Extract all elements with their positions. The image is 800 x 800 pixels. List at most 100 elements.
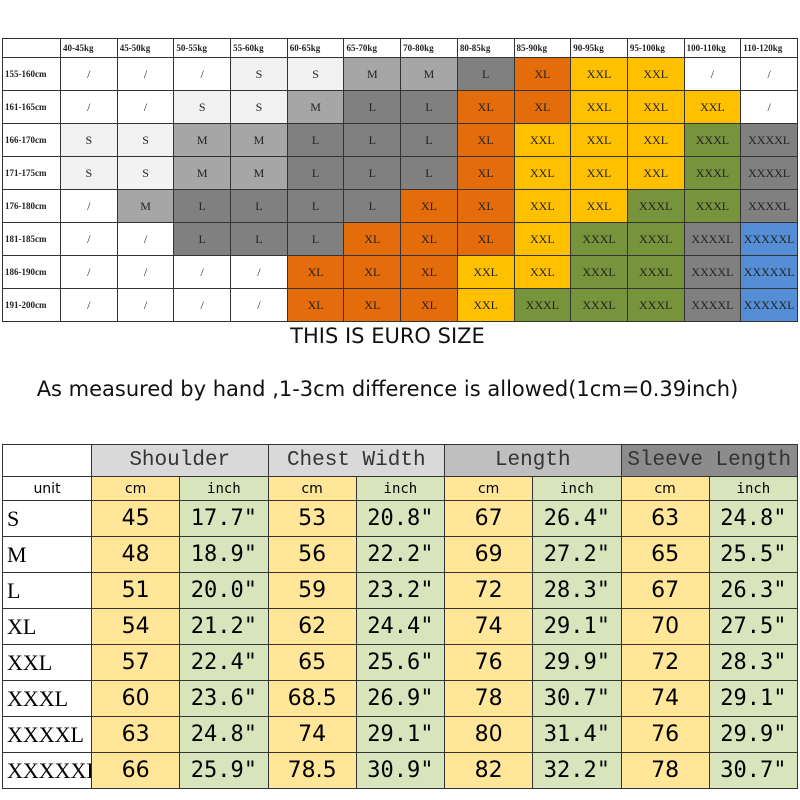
measure-header: Sleeve Length (620, 444, 798, 477)
note-measure: As measured by hand ,1-3cm difference is… (36, 377, 739, 401)
size-cell: M (173, 123, 232, 157)
size-cell: / (173, 255, 232, 289)
measure-cell: 29.1" (532, 608, 622, 645)
size-cell: XL (513, 90, 572, 124)
size-cell: XXXL (570, 255, 628, 289)
size-row: 191-200cm / / / / XL XL XL XXL XXXL XXXL XXXL XXXXL X… (2, 288, 798, 322)
height-label: 181-185cm (2, 222, 61, 256)
measure-cell: 27.5" (708, 608, 799, 645)
size-row: 166-170cm S S M M L L L XL XXL XXL XXL XXXL XXXXL (2, 123, 798, 157)
size-cell: L (400, 156, 458, 190)
size-cell: S (116, 123, 175, 157)
size-cell: XXL (626, 123, 685, 157)
measure-cell: 28.3" (532, 572, 622, 609)
size-cell: XL (343, 288, 402, 322)
size-cell: XXL (570, 90, 628, 124)
size-cell: XXL (513, 156, 572, 190)
size-cell: / (740, 57, 798, 91)
measure-cell: 72 (620, 644, 710, 681)
size-cell: XXL (570, 123, 628, 157)
size-label: XL (2, 608, 92, 645)
size-cell: L (343, 90, 402, 124)
size-label: XXXXXL (2, 752, 92, 789)
measure-cell: 28.3" (708, 644, 799, 681)
unit-cell: cm (620, 476, 710, 501)
weight-header: 55-60kg (230, 38, 288, 58)
size-label: L (2, 572, 92, 609)
size-cell: XXXXL (683, 255, 742, 289)
size-cell: / (60, 90, 118, 124)
measure-row: XXXXXL 66 25.9" 78.5 30.9" 82 32.2" 78 30.7" (2, 752, 799, 789)
measure-cell: 30.7" (532, 680, 622, 717)
header-row: 40-45kg 45-50kg 50-55kg 55-60kg 60-65kg 65-70… (2, 38, 798, 58)
measure-cell: 54 (90, 608, 181, 645)
measure-cell: 56 (267, 536, 357, 573)
size-row: 176-180cm / M L L L L XL XL XXL XXL XXXL XXXL XXXXL (2, 189, 798, 223)
size-cell: XXXXXL (740, 255, 798, 289)
size-cell: M (343, 57, 402, 91)
size-cell: L (400, 90, 458, 124)
size-cell: XXXXL (740, 123, 798, 157)
weight-header: 110-120kg (740, 38, 798, 58)
measure-cell: 26.9" (355, 680, 446, 717)
size-cell: L (286, 189, 345, 223)
measure-cell: 76 (620, 716, 710, 753)
size-cell: / (116, 90, 175, 124)
measure-cell: 48 (90, 536, 181, 573)
measure-cell: 24.8" (708, 500, 799, 537)
measure-cell: 22.4" (179, 644, 269, 681)
unit-label: unit (2, 476, 92, 501)
measure-cell: 53 (267, 500, 357, 537)
corner-cell (2, 38, 61, 58)
size-label: XXXL (2, 680, 92, 717)
size-cell: XXXL (626, 255, 685, 289)
size-row: 161-165cm / / S S M L L XL XL XXL XXL XXL / (2, 90, 798, 124)
size-cell: XXXL (626, 189, 685, 223)
measure-header: Shoulder (91, 444, 269, 477)
height-label: 191-200cm (2, 288, 61, 322)
size-label: M (2, 536, 92, 573)
size-cell: XXXXL (740, 156, 798, 190)
size-cell: / (60, 222, 118, 256)
size-cell: L (400, 123, 458, 157)
measure-cell: 17.7" (179, 500, 269, 537)
size-cell: S (116, 156, 175, 190)
size-cell: XXL (513, 189, 572, 223)
measure-cell: 32.2" (532, 752, 622, 789)
size-cell: / (683, 57, 742, 91)
measure-cell: 21.2" (179, 608, 269, 645)
unit-row: unit cm inch cm inch cm inch cm inch (2, 476, 799, 501)
size-cell: XXL (570, 156, 628, 190)
measure-row: L 51 20.0" 59 23.2" 72 28.3" 67 26.3" (2, 572, 799, 609)
height-label: 171-175cm (2, 156, 61, 190)
measure-row: XXL 57 22.4" 65 25.6" 76 29.9" 72 28.3" (2, 644, 799, 681)
measure-row: M 48 18.9" 56 22.2" 69 27.2" 65 25.5" (2, 536, 799, 573)
measure-cell: 25.9" (179, 752, 269, 789)
measure-cell: 69 (443, 536, 534, 573)
size-cell: XXXXL (740, 189, 798, 223)
weight-header: 60-65kg (286, 38, 345, 58)
size-cell: XXXL (683, 189, 742, 223)
weight-header: 80-85kg (456, 38, 515, 58)
measure-cell: 72 (443, 572, 534, 609)
weight-header: 70-80kg (400, 38, 458, 58)
size-cell: XXXL (683, 156, 742, 190)
size-label: XXL (2, 644, 92, 681)
measure-cell: 63 (620, 500, 710, 537)
measure-cell: 70 (620, 608, 710, 645)
measure-cell: 66 (90, 752, 181, 789)
size-cell: S (286, 57, 345, 91)
measure-cell: 67 (620, 572, 710, 609)
note-title: THIS IS EURO SIZE (290, 324, 485, 348)
size-cell: / (60, 255, 118, 289)
height-label: 161-165cm (2, 90, 61, 124)
size-cell: XL (456, 222, 515, 256)
measure-cell: 31.4" (532, 716, 622, 753)
unit-cell: inch (708, 476, 799, 501)
size-cell: S (230, 90, 288, 124)
weight-header: 100-110kg (683, 38, 742, 58)
measure-cell: 24.8" (179, 716, 269, 753)
size-cell: / (230, 288, 288, 322)
size-cell: M (116, 189, 175, 223)
